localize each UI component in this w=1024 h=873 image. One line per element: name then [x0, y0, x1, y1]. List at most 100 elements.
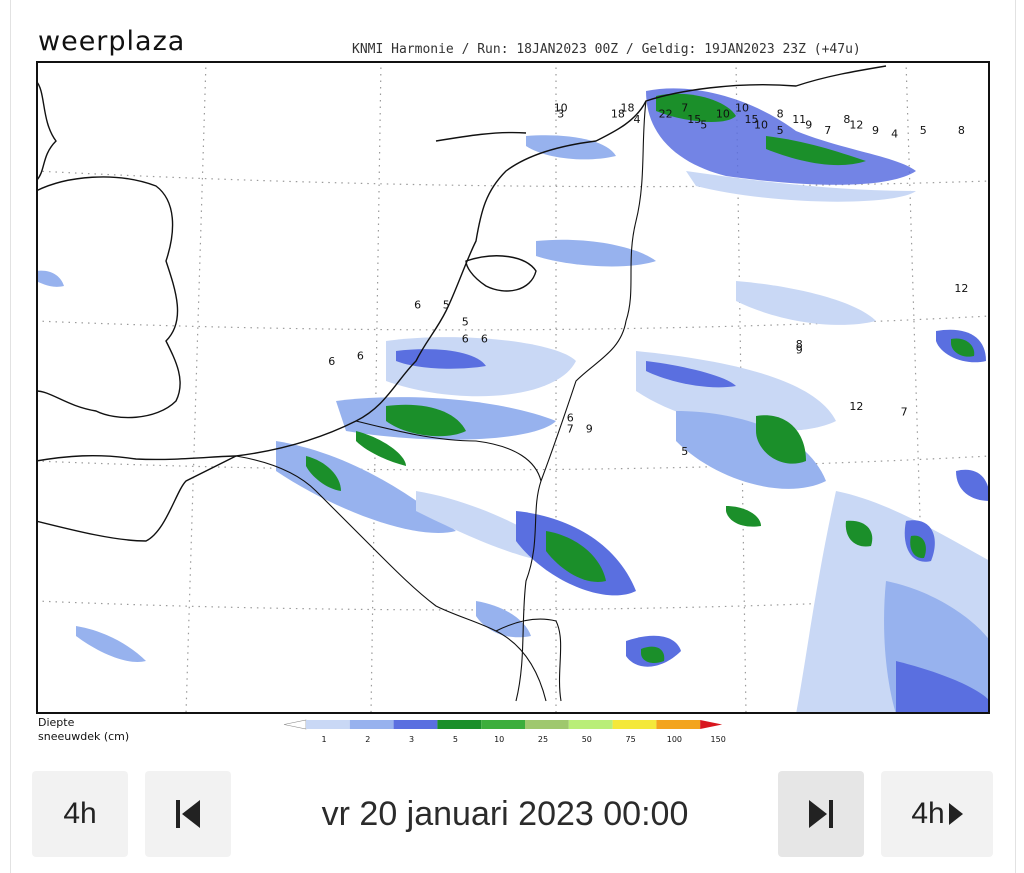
legend-tick-label: 75 — [626, 735, 636, 744]
depth-value: 22 — [659, 107, 673, 120]
depth-value: 10 — [735, 102, 749, 115]
depth-value: 9 — [805, 119, 812, 132]
legend-tick-label: 25 — [538, 735, 548, 744]
depth-value: 12 — [849, 119, 863, 132]
valid-datetime: vr 20 januari 2023 00:00 — [321, 795, 689, 833]
snow-area — [386, 404, 466, 437]
legend-band — [568, 720, 613, 729]
depth-value: 18 — [621, 102, 635, 115]
depth-value: 12 — [849, 400, 863, 413]
depth-value: 5 — [920, 124, 927, 137]
back-4h-label: 4h — [63, 797, 97, 830]
back-4h-button[interactable]: 4h — [32, 771, 128, 857]
weerplaza-logo: weerplaza — [38, 26, 185, 57]
legend-band — [349, 720, 394, 729]
snow-area — [641, 646, 665, 664]
coastline-england — [36, 176, 181, 419]
depth-value: 7 — [567, 423, 574, 436]
depth-value: 5 — [700, 119, 707, 132]
depth-value: 8 — [796, 338, 803, 351]
legend-title: Diepte sneeuwdek (cm) — [38, 716, 129, 744]
depth-value: 8 — [777, 107, 784, 120]
legend-tick-label: 150 — [711, 735, 726, 744]
depth-value: 18 — [611, 107, 625, 120]
snow-area — [956, 469, 990, 501]
depth-value: 5 — [443, 299, 450, 312]
skip-end-icon — [809, 800, 833, 828]
map-border — [36, 61, 990, 714]
snow-depth-map: 10 18 7 10 3 18 22 10 8 4 15 15 11 8 5 10 9 12 5 7 9 4 5 8 6 5 5 6 6… — [36, 61, 990, 714]
snow-area — [845, 520, 873, 547]
legend-band — [393, 720, 438, 729]
coastline-wadden — [435, 131, 527, 142]
depth-value: 8 — [843, 113, 850, 126]
legend-tick-label: 2 — [365, 735, 370, 744]
snow-area — [686, 171, 916, 202]
coastline-ijsselmeer — [465, 255, 537, 292]
legend-band — [306, 720, 350, 729]
depth-value: 15 — [745, 113, 759, 126]
play-icon — [948, 803, 963, 825]
depth-value: 12 — [954, 282, 968, 295]
depth-value: 7 — [824, 124, 831, 137]
snow-area — [306, 456, 341, 491]
snow-area — [726, 506, 761, 527]
depth-value: 11 — [792, 113, 806, 126]
forward-4h-label: 4h — [911, 797, 945, 830]
depth-value: 5 — [777, 124, 784, 137]
border-nl-de — [515, 100, 647, 702]
depth-value: 6 — [462, 333, 469, 346]
legend-tick-label: 3 — [409, 735, 414, 744]
legend-band — [612, 720, 657, 729]
snow-area — [546, 531, 606, 582]
border-nl-be — [355, 420, 542, 482]
snow-area — [910, 535, 926, 559]
legend-tick-label: 100 — [667, 735, 682, 744]
border-be-fr — [235, 455, 547, 702]
coastline-england-south — [36, 454, 237, 462]
snow-area — [896, 661, 990, 714]
snow-area — [526, 135, 616, 160]
snow-area — [736, 281, 876, 325]
skip-start-icon — [176, 800, 200, 828]
border-lu — [495, 618, 562, 702]
legend-band — [525, 720, 569, 729]
color-legend: 1 2 3 5 10 25 50 75 100 150 — [282, 716, 752, 756]
legend-title-line2: sneeuwdek (cm) — [38, 730, 130, 743]
depth-value: 4 — [891, 128, 898, 141]
legend-tick-label: 50 — [582, 735, 592, 744]
depth-value: 6 — [481, 333, 488, 346]
depth-value: 15 — [687, 113, 701, 126]
model-run-info: KNMI Harmonie / Run: 18JAN2023 00Z / Gel… — [352, 42, 861, 57]
coastline-scotland — [36, 80, 57, 182]
depth-value: 3 — [557, 107, 564, 120]
depth-value: 6 — [414, 299, 421, 312]
snow-area — [766, 136, 866, 166]
depth-value: 6 — [328, 355, 335, 368]
coastline-continent — [235, 65, 887, 457]
depth-value: 10 — [754, 119, 768, 132]
depth-value: 9 — [872, 124, 879, 137]
country-borders — [235, 100, 647, 702]
snow-area — [676, 411, 826, 489]
logo-light: plaza — [108, 26, 186, 57]
snow-area — [396, 349, 486, 369]
legend-tick-label: 5 — [453, 735, 458, 744]
logo-bold: weer — [38, 26, 109, 57]
legend-band — [437, 720, 482, 729]
snow-area — [356, 431, 406, 466]
map-graticule — [36, 61, 990, 714]
snow-area — [646, 361, 736, 388]
snow-area — [756, 415, 806, 464]
legend-band — [283, 719, 307, 730]
depth-value: 6 — [357, 349, 364, 362]
depth-value: 7 — [681, 102, 688, 115]
snow-area — [36, 270, 64, 287]
depth-value: 5 — [681, 445, 688, 458]
forward-4h-button[interactable]: 4h — [881, 771, 993, 857]
skip-to-end-button[interactable] — [778, 771, 864, 857]
depth-value: 5 — [462, 316, 469, 329]
legend-tick-label: 1 — [321, 735, 326, 744]
depth-value-layer: 10 18 7 103 18 22 10 84 15 15 11 85 10 9 125 7 9 4 5 86 556 6… — [328, 102, 968, 458]
skip-to-start-button[interactable] — [145, 771, 231, 857]
